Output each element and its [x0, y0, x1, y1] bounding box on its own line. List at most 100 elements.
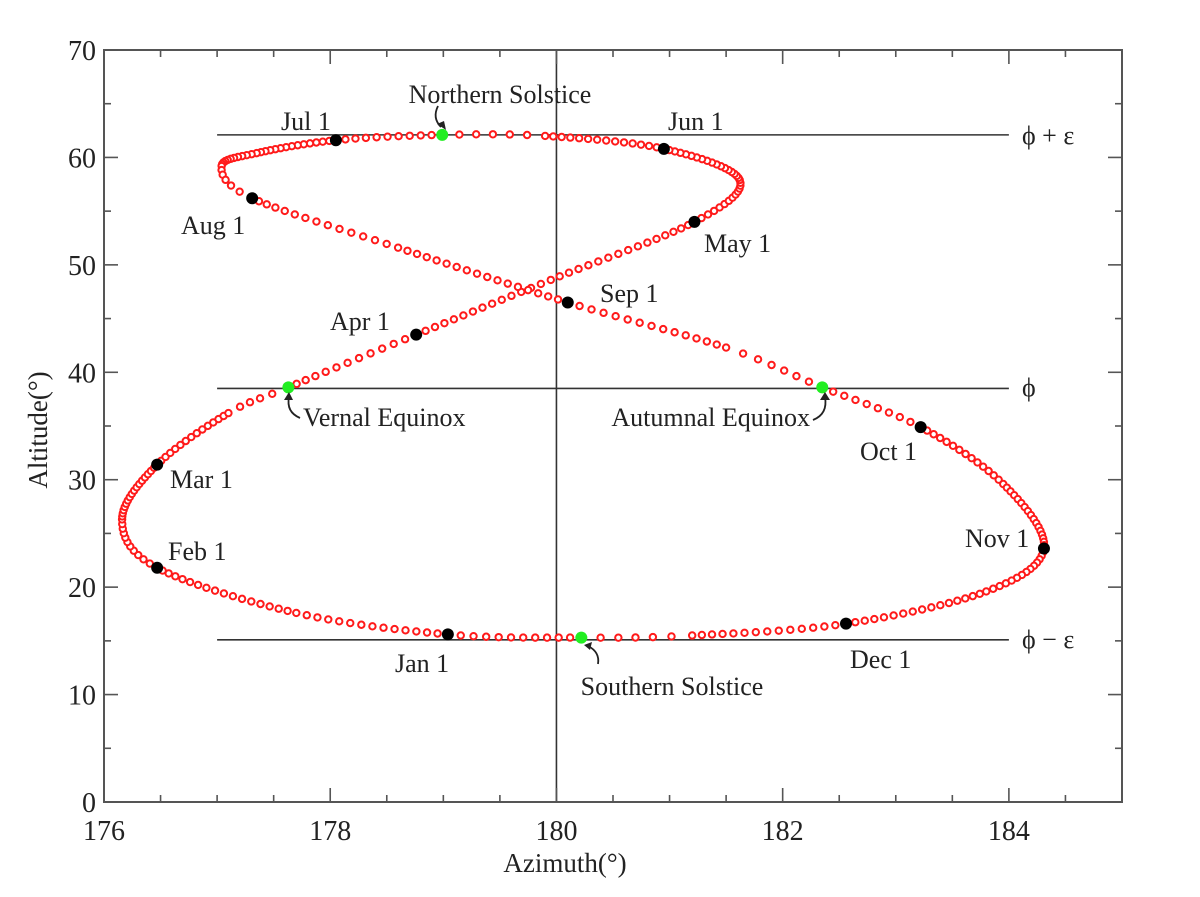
daily-sun-position: [804, 377, 814, 386]
daily-sun-position: [610, 137, 620, 146]
daily-sun-position: [967, 453, 976, 463]
daily-sun-position: [820, 622, 829, 631]
daily-sun-position: [840, 391, 849, 401]
daily-sun-position: [623, 315, 632, 324]
label-vernal-equinox: Vernal Equinox: [303, 403, 465, 432]
daily-sun-position: [313, 613, 322, 622]
daily-sun-position: [661, 231, 670, 240]
daily-sun-position: [312, 217, 321, 226]
month-marker-oct-1: [914, 421, 927, 434]
daily-sun-position: [519, 633, 528, 642]
label-oct-1: Oct 1: [860, 437, 917, 466]
daily-sun-position: [984, 466, 993, 476]
daily-sun-position: [379, 623, 388, 632]
daily-sun-position: [935, 433, 945, 443]
daily-sun-position: [506, 633, 516, 642]
daily-sun-position: [432, 256, 441, 265]
daily-sun-position: [623, 245, 633, 255]
label-mar-1: Mar 1: [170, 465, 233, 494]
daily-sun-position: [546, 275, 555, 285]
daily-sun-position: [555, 272, 564, 281]
label-sep-1: Sep 1: [600, 279, 659, 308]
daily-sun-position: [989, 471, 998, 480]
daily-sun-position: [681, 331, 690, 340]
daily-sun-position: [870, 614, 879, 624]
daily-sun-position: [895, 412, 905, 422]
month-marker-sep-1: [561, 296, 574, 309]
daily-sun-position: [596, 633, 605, 642]
daily-sun-position: [670, 328, 679, 337]
daily-sun-position: [565, 633, 575, 642]
daily-sun-position: [575, 301, 584, 311]
daily-sun-position: [505, 130, 514, 139]
daily-sun-position: [192, 429, 201, 438]
daily-sun-position: [372, 133, 381, 142]
daily-sun-position: [497, 295, 506, 304]
daily-sun-position: [763, 627, 772, 636]
label-jun-1: Jun 1: [668, 107, 724, 136]
arrowhead-autumnal-equinox: [820, 392, 830, 400]
daily-sun-position: [178, 574, 187, 584]
daily-sun-position: [321, 367, 330, 377]
month-marker-jan-1: [441, 628, 454, 641]
daily-sun-position: [703, 210, 713, 219]
daily-sun-position: [774, 626, 783, 635]
daily-sun-position: [377, 344, 387, 353]
daily-sun-position: [549, 132, 558, 141]
daily-sun-position: [403, 246, 412, 255]
daily-sun-position: [421, 326, 430, 336]
daily-sun-position: [433, 629, 442, 638]
y-tick-label: 0: [82, 788, 96, 819]
daily-sun-position: [929, 430, 938, 439]
daily-sun-position: [471, 130, 481, 139]
daily-sun-position: [697, 630, 707, 640]
daily-sun-position: [483, 272, 492, 282]
daily-sun-position: [658, 324, 668, 334]
label-aug-1: Aug 1: [181, 211, 245, 240]
daily-sun-position: [851, 395, 860, 405]
daily-sun-position: [643, 238, 652, 247]
x-tick-label: 176: [83, 816, 125, 847]
label-autumnal-equinox: Autumnal Equinox: [611, 403, 810, 432]
daily-sun-position: [792, 371, 801, 381]
daily-sun-position: [906, 417, 915, 427]
label-jul-1: Jul 1: [281, 107, 331, 136]
daily-sun-position: [644, 141, 654, 151]
daily-sun-position: [669, 227, 678, 237]
daily-sun-position: [628, 139, 637, 148]
daily-sun-position: [228, 591, 238, 601]
label-jan-1: Jan 1: [395, 649, 449, 678]
daily-sun-position: [171, 572, 180, 581]
daily-sun-position: [181, 436, 190, 446]
daily-sun-position: [187, 432, 196, 442]
daily-sun-position: [828, 387, 838, 396]
daily-sun-position: [851, 618, 860, 627]
daily-sun-position: [543, 292, 553, 301]
daily-sun-position: [318, 137, 327, 146]
daily-sun-position: [676, 224, 686, 233]
y-tick-label: 60: [68, 143, 96, 174]
x-tick-label: 180: [535, 816, 577, 847]
daily-sun-position: [936, 601, 945, 610]
daily-sun-position: [455, 130, 464, 139]
daily-sun-position: [968, 591, 977, 601]
marker-vernal-equinox: [282, 381, 295, 394]
daily-sun-position: [401, 626, 410, 635]
daily-sun-position: [721, 343, 731, 352]
daily-sun-position: [542, 633, 552, 642]
daily-sun-position: [599, 308, 608, 318]
daily-sun-position: [283, 606, 292, 616]
label-northern-solstice: Northern Solstice: [409, 80, 592, 109]
daily-sun-position: [442, 259, 451, 268]
daily-sun-position: [487, 299, 497, 308]
month-marker-feb-1: [151, 561, 164, 574]
daily-sun-position: [955, 445, 964, 455]
y-tick-label: 20: [68, 573, 96, 604]
daily-sun-position: [219, 589, 229, 598]
ref-label-phi-minus-eps: ϕ − ε: [1022, 625, 1074, 654]
month-marker-dec-1: [840, 617, 853, 630]
daily-sun-position: [584, 261, 593, 270]
daily-sun-position: [507, 291, 516, 301]
daily-sun-position: [873, 404, 883, 413]
